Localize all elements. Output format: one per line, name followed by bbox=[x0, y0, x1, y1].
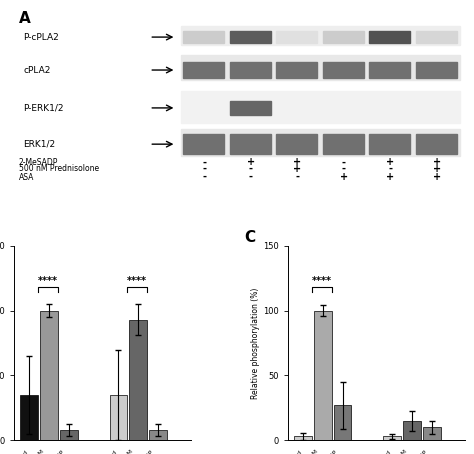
Bar bbox=[369, 62, 410, 78]
Text: -: - bbox=[202, 157, 206, 167]
Text: A: A bbox=[18, 11, 30, 26]
Text: cPLA2: cPLA2 bbox=[23, 65, 51, 74]
Bar bbox=[230, 100, 271, 115]
Text: +: + bbox=[386, 157, 394, 167]
Text: -: - bbox=[249, 164, 253, 174]
Bar bbox=[230, 31, 271, 43]
Bar bbox=[230, 134, 271, 154]
Bar bbox=[181, 91, 460, 123]
Bar bbox=[323, 134, 364, 154]
Text: +: + bbox=[293, 164, 301, 174]
Text: ERK1/2: ERK1/2 bbox=[23, 140, 55, 148]
Bar bbox=[423, 427, 441, 440]
Text: -: - bbox=[342, 157, 346, 167]
Bar bbox=[276, 134, 317, 154]
Bar bbox=[323, 31, 364, 43]
Text: -: - bbox=[202, 172, 206, 182]
Bar bbox=[129, 320, 147, 440]
Bar bbox=[181, 25, 460, 45]
Text: -: - bbox=[342, 164, 346, 174]
Text: +: + bbox=[433, 164, 441, 174]
Text: +: + bbox=[433, 157, 441, 167]
Bar bbox=[403, 421, 421, 440]
Bar bbox=[369, 31, 410, 43]
Bar bbox=[383, 436, 401, 440]
Text: ****: **** bbox=[38, 276, 58, 286]
Bar bbox=[294, 436, 311, 440]
Text: +: + bbox=[246, 157, 255, 167]
Text: C: C bbox=[244, 230, 255, 245]
Bar bbox=[183, 134, 224, 154]
Bar bbox=[20, 395, 38, 440]
Text: -: - bbox=[249, 172, 253, 182]
Bar bbox=[416, 62, 457, 78]
Bar bbox=[334, 405, 351, 440]
Bar bbox=[314, 311, 331, 440]
Bar bbox=[40, 311, 58, 440]
Text: P-ERK1/2: P-ERK1/2 bbox=[23, 104, 64, 113]
Bar bbox=[276, 62, 317, 78]
Text: +: + bbox=[293, 157, 301, 167]
Bar bbox=[416, 31, 457, 43]
Bar bbox=[149, 430, 167, 440]
Bar bbox=[323, 62, 364, 78]
Bar bbox=[230, 62, 271, 78]
Bar bbox=[369, 134, 410, 154]
Text: -: - bbox=[388, 164, 392, 174]
Bar bbox=[109, 395, 128, 440]
Bar bbox=[276, 31, 317, 43]
Bar bbox=[181, 129, 460, 156]
Text: 2-MeSADP: 2-MeSADP bbox=[18, 158, 58, 167]
Text: P-cPLA2: P-cPLA2 bbox=[23, 33, 59, 42]
Y-axis label: Relative phosphorylation (%): Relative phosphorylation (%) bbox=[251, 287, 260, 399]
Bar bbox=[60, 430, 78, 440]
Text: +: + bbox=[386, 172, 394, 182]
Bar bbox=[416, 134, 457, 154]
Bar bbox=[183, 62, 224, 78]
Text: +: + bbox=[340, 172, 348, 182]
Text: -: - bbox=[202, 164, 206, 174]
Text: -: - bbox=[295, 172, 299, 182]
Text: 500 nM Prednisolone: 500 nM Prednisolone bbox=[18, 164, 99, 173]
Text: ASA: ASA bbox=[18, 173, 34, 182]
Bar bbox=[181, 55, 460, 80]
Text: ****: **** bbox=[127, 276, 147, 286]
Bar bbox=[183, 31, 224, 43]
Text: ****: **** bbox=[311, 276, 332, 286]
Text: +: + bbox=[433, 172, 441, 182]
